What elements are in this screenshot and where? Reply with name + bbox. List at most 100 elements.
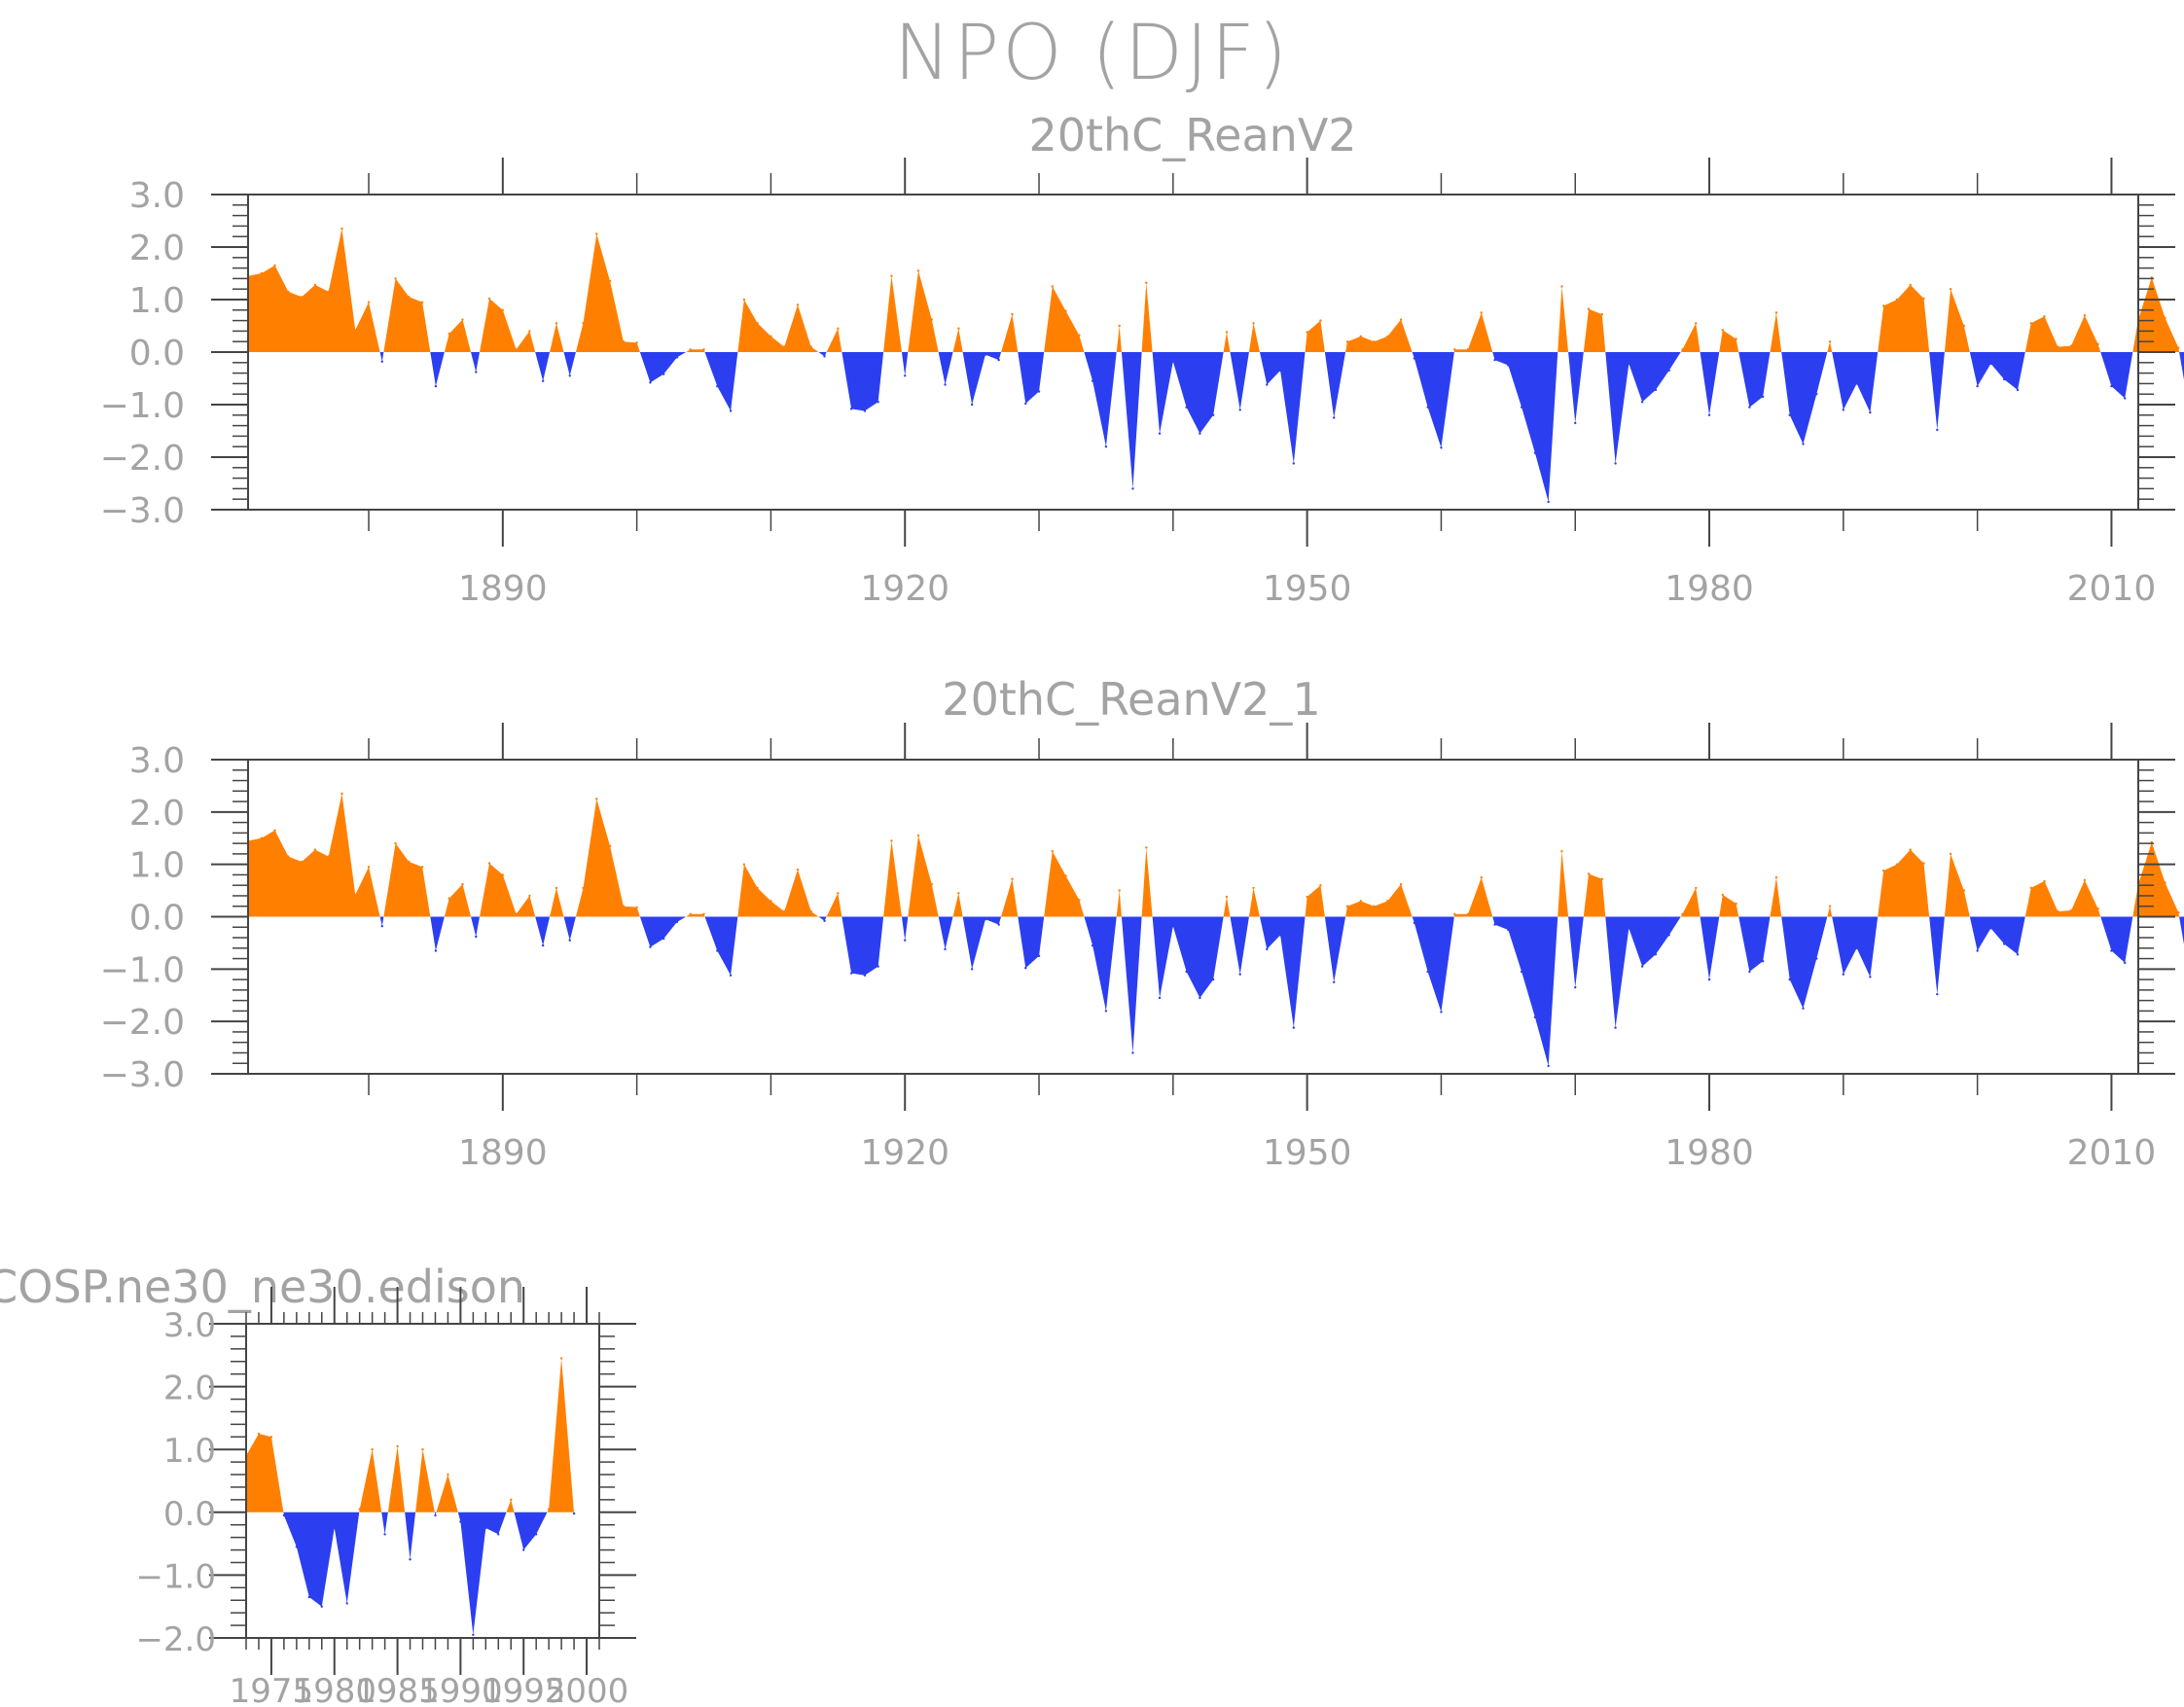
y-tick-label: −2.0 bbox=[135, 1620, 216, 1659]
data-point bbox=[1802, 1007, 1805, 1010]
data-point bbox=[1332, 980, 1336, 983]
data-point bbox=[528, 330, 531, 333]
data-point bbox=[809, 909, 812, 913]
data-point bbox=[2057, 909, 2059, 913]
chart-panel-20thc-reanv2-1: 20thC_ReanV2_1 3.0 2.0 1.0 0.0 −1.0 −2.0 −3.0 18… bbox=[100, 673, 2184, 1173]
data-point bbox=[1842, 973, 1845, 976]
data-point bbox=[1869, 410, 1872, 414]
y-tick-label: 3.0 bbox=[163, 1306, 216, 1345]
data-point bbox=[1640, 401, 1644, 404]
data-point bbox=[2164, 316, 2166, 320]
positive-area bbox=[248, 229, 2180, 352]
data-point bbox=[1064, 309, 1067, 313]
data-point bbox=[622, 340, 626, 343]
data-point bbox=[1533, 1015, 1537, 1019]
data-point bbox=[2177, 910, 2180, 914]
y-tick-label: 2.0 bbox=[129, 794, 185, 834]
data-point bbox=[2069, 344, 2073, 347]
data-point bbox=[1386, 335, 1389, 338]
data-point bbox=[1466, 912, 1470, 916]
data-point bbox=[1211, 978, 1215, 981]
data-point bbox=[1453, 348, 1456, 351]
data-point bbox=[796, 303, 800, 306]
data-point bbox=[1158, 432, 1162, 435]
data-point bbox=[770, 900, 772, 903]
data-point bbox=[522, 1548, 525, 1551]
data-point bbox=[1587, 872, 1591, 875]
data-point bbox=[944, 947, 947, 951]
data-point bbox=[1199, 996, 1201, 1000]
data-point bbox=[2002, 377, 2006, 381]
data-point bbox=[916, 834, 920, 837]
data-point bbox=[863, 974, 867, 977]
data-point bbox=[358, 1508, 361, 1511]
data-point bbox=[1815, 957, 1818, 960]
x-tick-label: 2010 bbox=[2067, 1133, 2157, 1173]
data-point bbox=[1480, 875, 1483, 879]
data-point bbox=[510, 1498, 513, 1502]
data-point bbox=[459, 1520, 462, 1523]
data-point bbox=[957, 327, 960, 330]
data-point bbox=[380, 924, 384, 928]
data-point bbox=[1695, 886, 1698, 890]
data-point bbox=[541, 379, 545, 382]
data-point bbox=[1306, 331, 1308, 334]
data-point bbox=[447, 1473, 449, 1476]
data-point bbox=[1802, 443, 1805, 445]
data-point bbox=[1118, 889, 1121, 892]
data-point bbox=[1104, 445, 1108, 448]
data-point bbox=[1292, 462, 1296, 465]
data-point bbox=[582, 322, 585, 325]
data-point bbox=[2043, 315, 2046, 318]
data-point bbox=[1319, 319, 1322, 322]
data-point bbox=[1359, 335, 1362, 338]
data-point bbox=[1238, 409, 1241, 411]
data-point bbox=[984, 917, 987, 921]
data-point bbox=[756, 322, 759, 325]
data-point bbox=[1158, 996, 1162, 1000]
data-point bbox=[1413, 921, 1416, 925]
data-point bbox=[257, 1432, 261, 1436]
data-point bbox=[1909, 848, 1912, 851]
data-point bbox=[1547, 500, 1550, 504]
data-point bbox=[729, 409, 733, 412]
data-point bbox=[2057, 345, 2059, 348]
y-tick-label: 2.0 bbox=[163, 1369, 216, 1408]
data-point bbox=[1721, 893, 1725, 897]
panel-title: 18.beta0.F20TRCOSP.ne30_ne30.edison bbox=[0, 1261, 525, 1313]
data-point bbox=[345, 1602, 348, 1605]
data-point bbox=[408, 296, 411, 299]
data-point bbox=[1373, 905, 1376, 907]
data-point bbox=[930, 882, 933, 886]
data-point bbox=[1051, 285, 1055, 288]
data-point bbox=[380, 360, 384, 363]
data-point bbox=[475, 371, 478, 373]
data-point bbox=[448, 897, 450, 900]
data-point bbox=[300, 296, 304, 299]
data-point bbox=[1547, 1064, 1550, 1068]
data-point bbox=[1949, 852, 1952, 856]
data-point bbox=[1104, 1010, 1108, 1013]
data-point bbox=[1628, 362, 1630, 366]
data-point bbox=[1962, 324, 1966, 328]
data-point bbox=[282, 1513, 286, 1517]
data-point bbox=[1011, 877, 1014, 880]
data-point bbox=[1171, 360, 1175, 363]
data-point bbox=[300, 860, 304, 864]
data-point bbox=[837, 327, 840, 330]
data-point bbox=[2110, 384, 2113, 388]
data-point bbox=[944, 383, 947, 386]
data-point bbox=[1252, 886, 1255, 890]
y-tick-label: 0.0 bbox=[129, 899, 185, 939]
data-point bbox=[2096, 907, 2099, 910]
x-tick-label: 1950 bbox=[1263, 569, 1352, 609]
data-point bbox=[1949, 288, 1952, 291]
data-point bbox=[555, 886, 558, 890]
data-point bbox=[1828, 905, 1832, 907]
data-point bbox=[1855, 382, 1858, 385]
data-point bbox=[890, 274, 893, 277]
data-point bbox=[327, 290, 330, 294]
y-tick-label: 1.0 bbox=[129, 846, 185, 886]
data-point bbox=[1774, 875, 1778, 879]
data-point bbox=[970, 403, 974, 407]
